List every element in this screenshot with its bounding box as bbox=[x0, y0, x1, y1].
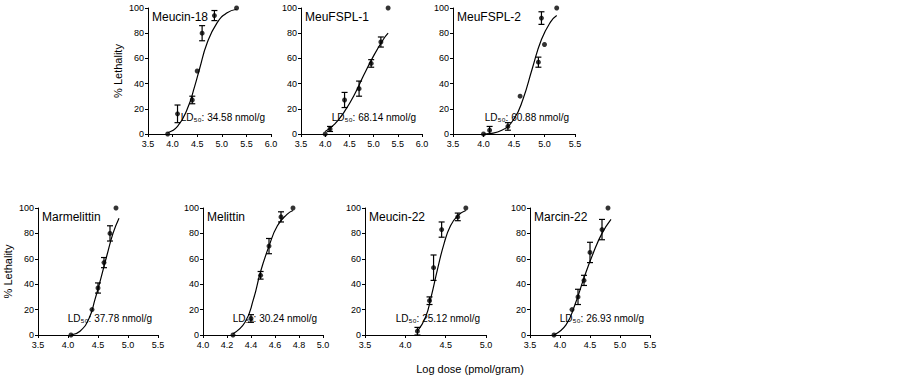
svg-text:80: 80 bbox=[287, 28, 297, 38]
svg-text:60: 60 bbox=[24, 254, 34, 264]
svg-text:Meucin-22: Meucin-22 bbox=[369, 210, 425, 224]
svg-text:LD₅₀: 26.93 nmol/g: LD₅₀: 26.93 nmol/g bbox=[560, 313, 644, 324]
svg-text:4.0: 4.0 bbox=[166, 139, 179, 149]
svg-text:60: 60 bbox=[189, 254, 199, 264]
svg-text:Log dose (pmol/gram): Log dose (pmol/gram) bbox=[416, 363, 524, 375]
svg-text:100: 100 bbox=[129, 3, 144, 13]
svg-text:40: 40 bbox=[287, 79, 297, 89]
svg-text:100: 100 bbox=[434, 3, 449, 13]
svg-text:5.0: 5.0 bbox=[614, 340, 627, 350]
svg-text:LD₅₀: 60.88 nmol/g: LD₅₀: 60.88 nmol/g bbox=[485, 112, 569, 123]
svg-text:5.5: 5.5 bbox=[392, 139, 405, 149]
svg-text:3.5: 3.5 bbox=[359, 340, 372, 350]
svg-text:5.5: 5.5 bbox=[569, 139, 582, 149]
svg-text:0: 0 bbox=[194, 330, 199, 340]
svg-text:5.0: 5.0 bbox=[538, 139, 551, 149]
svg-text:80: 80 bbox=[134, 28, 144, 38]
svg-text:80: 80 bbox=[351, 228, 361, 238]
svg-text:LD₅₀: 34.58 nmol/g: LD₅₀: 34.58 nmol/g bbox=[181, 112, 265, 123]
svg-text:60: 60 bbox=[351, 254, 361, 264]
svg-text:4.5: 4.5 bbox=[92, 340, 105, 350]
svg-text:3.5: 3.5 bbox=[142, 139, 155, 149]
svg-text:20: 20 bbox=[351, 305, 361, 315]
svg-text:6.0: 6.0 bbox=[416, 139, 429, 149]
svg-text:5.0: 5.0 bbox=[367, 139, 380, 149]
svg-text:0: 0 bbox=[139, 129, 144, 139]
svg-text:5.5: 5.5 bbox=[152, 340, 165, 350]
svg-text:100: 100 bbox=[184, 203, 199, 213]
svg-text:4.0: 4.0 bbox=[319, 139, 332, 149]
svg-text:60: 60 bbox=[439, 53, 449, 63]
svg-text:Marcin-22: Marcin-22 bbox=[534, 210, 588, 224]
svg-text:4.5: 4.5 bbox=[508, 139, 521, 149]
svg-text:4.5: 4.5 bbox=[584, 340, 597, 350]
svg-text:4.8: 4.8 bbox=[293, 340, 306, 350]
svg-text:40: 40 bbox=[351, 279, 361, 289]
svg-text:0: 0 bbox=[521, 330, 526, 340]
svg-text:40: 40 bbox=[516, 279, 526, 289]
svg-text:0: 0 bbox=[356, 330, 361, 340]
svg-text:Marmelittin: Marmelittin bbox=[42, 210, 101, 224]
svg-text:4.0: 4.0 bbox=[477, 139, 490, 149]
svg-text:5.0: 5.0 bbox=[480, 340, 493, 350]
svg-text:MeuFSPL-2: MeuFSPL-2 bbox=[457, 10, 521, 24]
svg-text:LD₅₀: 25.12 nmol/g: LD₅₀: 25.12 nmol/g bbox=[396, 313, 480, 324]
svg-text:4.0: 4.0 bbox=[197, 340, 210, 350]
svg-text:3.5: 3.5 bbox=[447, 139, 460, 149]
svg-text:3.5: 3.5 bbox=[295, 139, 308, 149]
svg-text:4.5: 4.5 bbox=[191, 139, 204, 149]
svg-text:4.5: 4.5 bbox=[343, 139, 356, 149]
svg-text:4.0: 4.0 bbox=[62, 340, 75, 350]
svg-text:0: 0 bbox=[29, 330, 34, 340]
svg-text:40: 40 bbox=[24, 279, 34, 289]
svg-text:100: 100 bbox=[346, 203, 361, 213]
svg-text:20: 20 bbox=[134, 104, 144, 114]
svg-text:MeuFSPL-1: MeuFSPL-1 bbox=[305, 10, 369, 24]
svg-text:6.0: 6.0 bbox=[265, 139, 278, 149]
svg-text:3.5: 3.5 bbox=[524, 340, 537, 350]
svg-text:5.0: 5.0 bbox=[122, 340, 135, 350]
svg-text:4.0: 4.0 bbox=[399, 340, 412, 350]
svg-text:% Lethality: % Lethality bbox=[112, 44, 124, 98]
svg-text:80: 80 bbox=[189, 228, 199, 238]
svg-text:% Lethality: % Lethality bbox=[2, 244, 14, 298]
svg-text:LD₅₀: 37.78 nmol/g: LD₅₀: 37.78 nmol/g bbox=[68, 313, 152, 324]
svg-text:20: 20 bbox=[287, 104, 297, 114]
svg-text:100: 100 bbox=[19, 203, 34, 213]
svg-text:40: 40 bbox=[439, 79, 449, 89]
svg-text:60: 60 bbox=[516, 254, 526, 264]
svg-text:40: 40 bbox=[189, 279, 199, 289]
svg-text:4.0: 4.0 bbox=[554, 340, 567, 350]
svg-text:4.4: 4.4 bbox=[245, 340, 258, 350]
svg-text:0: 0 bbox=[292, 129, 297, 139]
svg-text:4.6: 4.6 bbox=[269, 340, 282, 350]
svg-text:20: 20 bbox=[189, 305, 199, 315]
svg-text:20: 20 bbox=[439, 104, 449, 114]
svg-text:5.0: 5.0 bbox=[216, 139, 229, 149]
svg-text:5.0: 5.0 bbox=[317, 340, 330, 350]
svg-text:LD₅₀: 68.14 nmol/g: LD₅₀: 68.14 nmol/g bbox=[332, 112, 416, 123]
svg-text:20: 20 bbox=[516, 305, 526, 315]
svg-text:80: 80 bbox=[24, 228, 34, 238]
svg-text:5.5: 5.5 bbox=[240, 139, 253, 149]
svg-text:80: 80 bbox=[439, 28, 449, 38]
svg-text:80: 80 bbox=[516, 228, 526, 238]
svg-text:Meucin-18: Meucin-18 bbox=[152, 10, 208, 24]
svg-text:Melittin: Melittin bbox=[207, 210, 245, 224]
svg-text:100: 100 bbox=[511, 203, 526, 213]
svg-text:60: 60 bbox=[134, 53, 144, 63]
svg-text:20: 20 bbox=[24, 305, 34, 315]
svg-text:60: 60 bbox=[287, 53, 297, 63]
svg-text:3.5: 3.5 bbox=[32, 340, 45, 350]
svg-text:4.5: 4.5 bbox=[439, 340, 452, 350]
svg-text:5.5: 5.5 bbox=[644, 340, 657, 350]
svg-text:100: 100 bbox=[282, 3, 297, 13]
svg-text:40: 40 bbox=[134, 79, 144, 89]
svg-text:4.2: 4.2 bbox=[221, 340, 234, 350]
svg-text:0: 0 bbox=[444, 129, 449, 139]
svg-text:LD₅₀: 30.24 nmol/g: LD₅₀: 30.24 nmol/g bbox=[232, 312, 317, 324]
